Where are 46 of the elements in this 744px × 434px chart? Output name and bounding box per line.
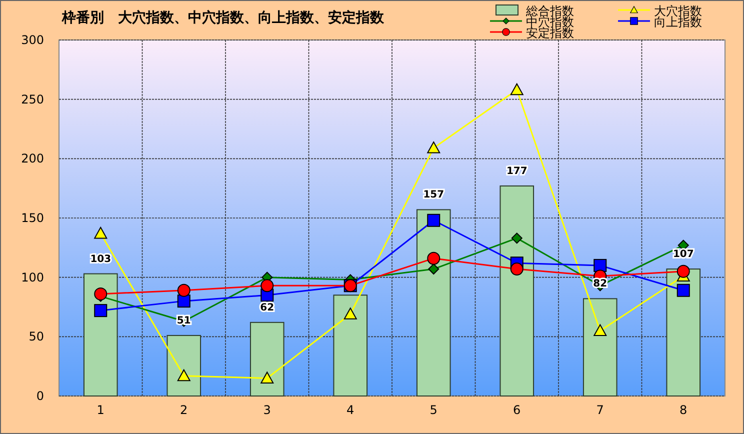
chart-title: 枠番別 大穴指数、中穴指数、向上指数、安定指数 [61,9,385,26]
data-label: 103 [90,254,112,265]
point [511,232,522,244]
point [594,324,607,336]
point [428,264,440,275]
y-tick-label: 150 [21,211,44,225]
y-tick-label: 0 [36,389,44,403]
legend-label: 向上指数 [654,15,702,29]
x-tick-label: 1 [96,403,104,417]
point [427,141,440,154]
point [177,284,190,297]
y-tick-label: 100 [21,270,44,284]
point [94,226,108,239]
data-label: 157 [423,190,444,201]
y-tick-label: 250 [21,92,44,106]
x-tick-label: 3 [263,403,271,417]
point [177,369,190,382]
point [260,372,274,384]
x-tick-label: 5 [430,403,438,417]
x-tick-label: 6 [513,403,521,417]
data-label: 62 [260,302,274,314]
y-tick-label: 200 [21,152,44,166]
x-tick-label: 8 [680,403,688,417]
point [676,284,690,297]
point [427,252,440,265]
point [344,308,357,320]
x-tick-label: 7 [596,403,604,417]
x-tick-label: 4 [346,403,354,417]
x-tick-label: 2 [180,403,188,417]
y-tick-label: 50 [28,330,44,344]
point [510,83,524,96]
data-label: 107 [672,249,694,260]
point [94,304,108,318]
legend-label: 中穴指数 [526,15,574,29]
point [177,294,190,308]
legend-label: 大穴指数 [654,4,702,18]
point [510,262,524,276]
legend-label: 安定指数 [526,26,574,40]
point [260,279,274,292]
point [594,258,607,272]
y-tick-label: 300 [21,33,44,47]
point [94,287,108,300]
legend-label: 総合指数 [525,4,574,18]
point [427,214,440,227]
data-label: 177 [506,166,528,177]
point [676,264,690,278]
